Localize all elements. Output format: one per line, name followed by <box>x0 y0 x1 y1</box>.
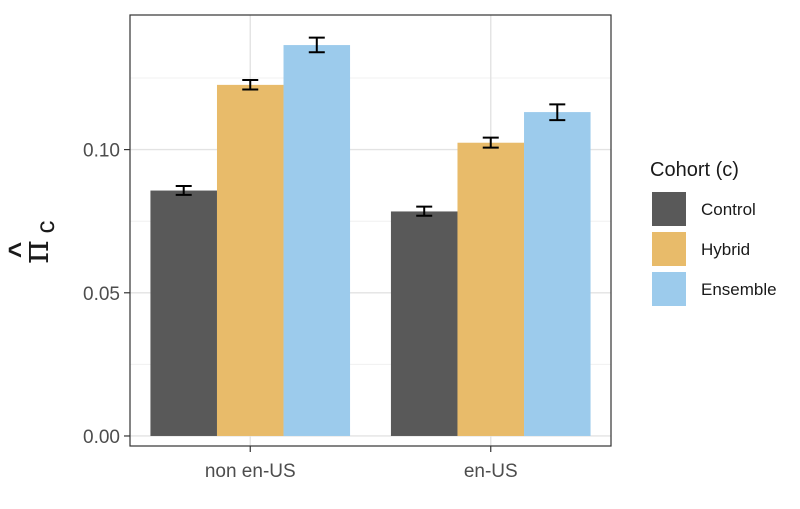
x-tick-label: non en-US <box>205 461 296 482</box>
bars <box>150 45 591 436</box>
legend-key-ensemble <box>652 272 686 306</box>
x-axis: non en-US en-US <box>205 446 518 482</box>
bar-hybrid <box>457 142 525 436</box>
y-axis-title-symbol: π <box>16 240 57 264</box>
y-axis: 0.00 0.05 0.10 <box>83 141 130 448</box>
y-axis-title: π c ^ <box>3 221 60 264</box>
panel-border <box>129 14 612 447</box>
legend: Cohort (c) Control Hybrid Ensemble <box>650 159 777 306</box>
legend-title: Cohort (c) <box>650 159 739 181</box>
legend-label-ensemble: Ensemble <box>701 280 777 299</box>
legend-label-hybrid: Hybrid <box>701 240 750 259</box>
y-tick-label: 0.00 <box>83 427 120 448</box>
bar-ensemble <box>524 112 591 436</box>
bar-hybrid <box>216 84 284 436</box>
y-tick-label: 0.05 <box>83 284 120 305</box>
y-axis-title-accent: ^ <box>3 242 34 258</box>
legend-key-hybrid <box>652 232 686 266</box>
error-bars <box>175 36 566 217</box>
x-tick-label: en-US <box>464 461 518 482</box>
bar-control <box>150 190 217 436</box>
bar-control <box>390 211 458 436</box>
y-axis-title-subscript: c <box>30 221 60 234</box>
legend-label-control: Control <box>701 200 756 219</box>
y-tick-label: 0.10 <box>83 141 120 162</box>
bar-ensemble <box>283 45 351 436</box>
legend-key-control <box>652 192 686 226</box>
